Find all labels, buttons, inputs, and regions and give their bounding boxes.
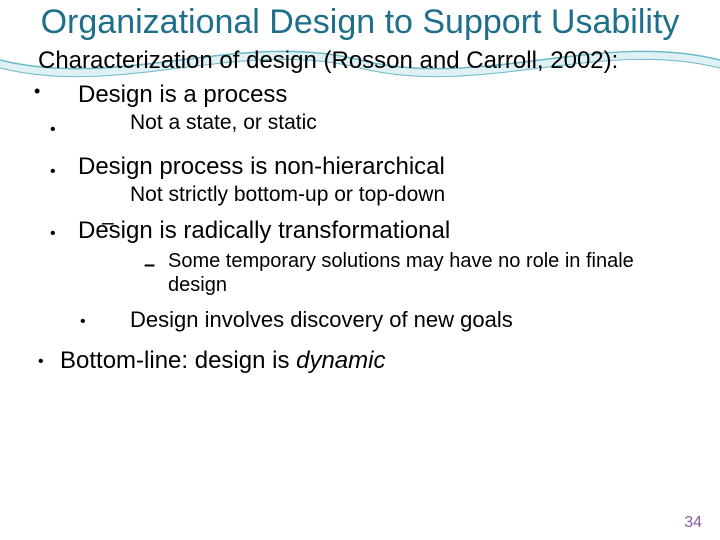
content-area: • Characterization of design (Rosson and… [0, 47, 720, 375]
point-3-label: Design is radically transformational [78, 217, 450, 244]
bullet-icon: • [50, 121, 56, 139]
intro-label: Characterization of design (Rosson and C… [38, 47, 618, 74]
page-title: Organizational Design to Support Usabili… [0, 0, 720, 47]
bottom-emphasis: dynamic [296, 347, 385, 374]
point-2-sub-label: Not strictly bottom-up or top-down [130, 183, 445, 206]
slide: Organizational Design to Support Usabili… [0, 0, 720, 540]
bullet-icon: • [50, 225, 56, 243]
bottom-line: • Bottom-line: design is dynamic [60, 347, 700, 375]
bullet-icon: • [50, 163, 56, 181]
point-3-sub-label: Some temporary solutions may have no rol… [168, 250, 634, 296]
point-1-sub: Not a state, or static [130, 111, 700, 135]
bullet-icon: • [34, 81, 40, 102]
page-number: 34 [684, 514, 702, 532]
point-4: • Design involves discovery of new goals [130, 307, 700, 333]
intro-text: • Characterization of design (Rosson and… [38, 47, 700, 75]
bottom-prefix: Bottom-line: design is [60, 347, 296, 374]
point-1-label: Design is a process [78, 81, 287, 108]
point-2-label: Design process is non-hierarchical [78, 153, 445, 180]
bullet-icon: • [80, 313, 86, 331]
point-1: • Design is a process [78, 81, 700, 109]
point-3-sub: – Some temporary solutions may have no r… [168, 249, 700, 297]
point-2: • Design process is non-hierarchical [78, 153, 700, 181]
point-2-sub: – Not strictly bottom-up or top-down [130, 183, 700, 207]
point-3: • Design is radically transformational [78, 217, 700, 245]
point-4-label: Design involves discovery of new goals [130, 307, 513, 332]
bullet-icon: • [38, 353, 44, 371]
point-1-sub-label: Not a state, or static [130, 111, 317, 134]
dash-icon: – [144, 253, 155, 277]
